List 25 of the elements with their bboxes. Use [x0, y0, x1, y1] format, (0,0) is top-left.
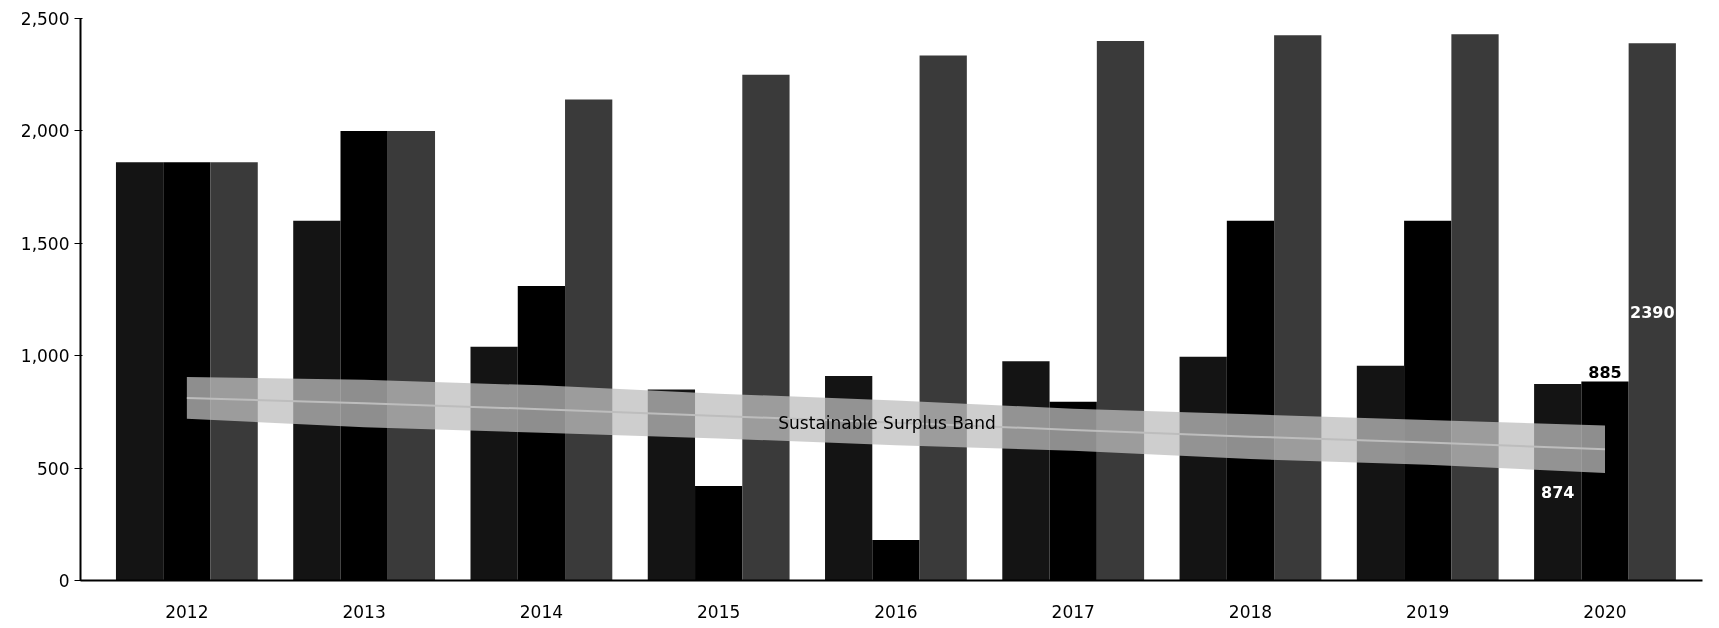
y-tick-label: 1,000 — [20, 346, 70, 367]
x-tick-label: 2017 — [1051, 601, 1095, 622]
bar — [1628, 43, 1676, 581]
bar — [210, 162, 258, 581]
x-tick-label: 2014 — [519, 601, 564, 622]
y-tick-label: 2,500 — [20, 9, 70, 29]
y-tick-label: 500 — [37, 458, 70, 479]
bar — [1274, 35, 1322, 581]
x-tick-label: 2012 — [165, 601, 209, 622]
bar — [1096, 40, 1145, 581]
y-tick-label: 1,500 — [20, 233, 70, 254]
series-label: Sustainable Surplus Band — [778, 412, 996, 433]
x-tick-label: 2015 — [697, 601, 741, 622]
bar — [565, 99, 613, 581]
data-label: 885 — [1588, 362, 1622, 382]
bar — [115, 162, 164, 581]
data-label: 874 — [1541, 483, 1575, 503]
y-tick-label: 0 — [58, 571, 70, 591]
x-tick-label: 2013 — [342, 601, 386, 622]
data-label: 2390 — [1630, 302, 1675, 322]
x-tick-label: 2019 — [1406, 601, 1450, 622]
x-tick-label: 2020 — [1583, 601, 1627, 622]
x-tick-label: 2016 — [874, 601, 918, 622]
x-tick-label: 2018 — [1228, 601, 1273, 622]
y-tick-label: 2,000 — [20, 121, 70, 142]
